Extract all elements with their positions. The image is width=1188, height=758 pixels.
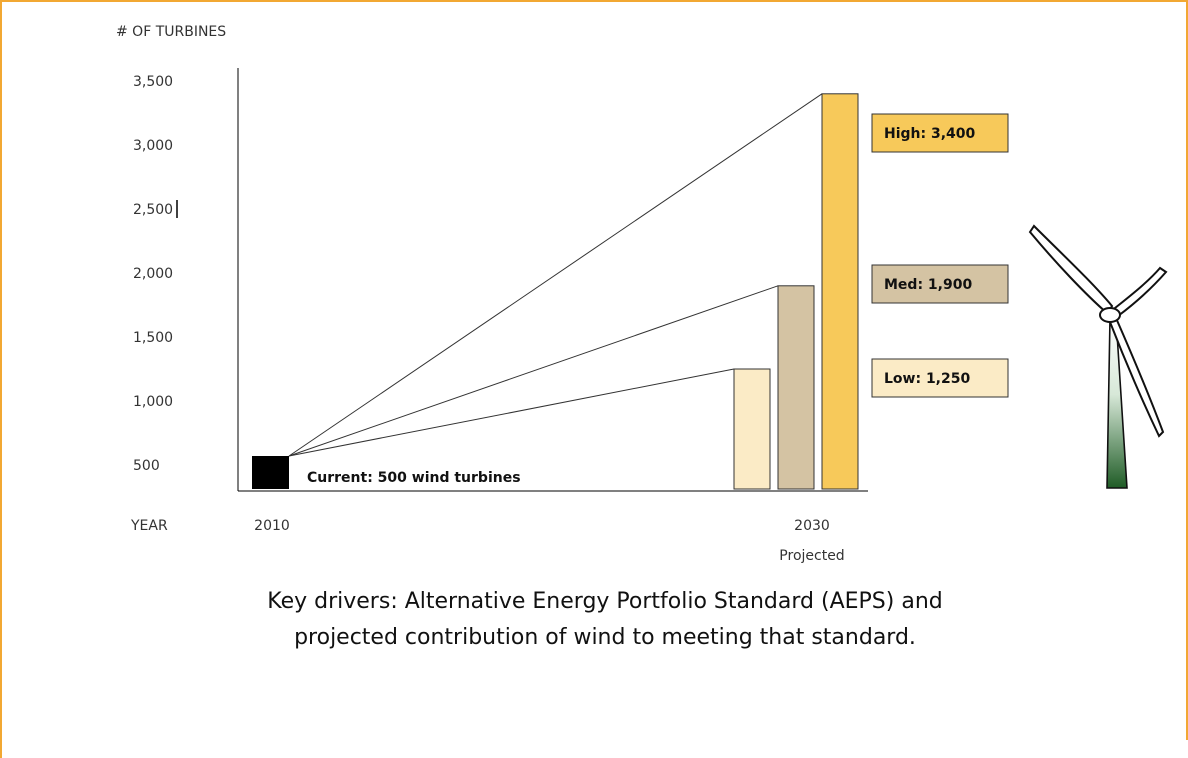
turbine-hub <box>1099 307 1121 323</box>
x-axis-title: YEAR <box>130 518 168 534</box>
x-tick-labels: 2010 2030 Projected <box>254 518 845 564</box>
bar-label-med: Med: 1,900 <box>884 277 972 293</box>
bar-high <box>821 93 859 490</box>
chart-caption: Key drivers: Alternative Energy Portfoli… <box>190 584 1020 656</box>
bar-label-high: High: 3,400 <box>884 126 976 142</box>
connector-low <box>288 368 735 457</box>
bar-med <box>777 285 815 490</box>
y-tick-label: 3,500 <box>133 74 173 90</box>
bar-current <box>252 456 289 489</box>
wind-turbine-icon <box>1028 224 1168 489</box>
label-box-low <box>871 358 1009 398</box>
turbine-blade-right <box>1113 266 1168 318</box>
bar-low <box>733 368 771 490</box>
bar-label-low: Low: 1,250 <box>884 371 970 387</box>
label-box-med <box>871 264 1009 304</box>
turbine-blade-lower <box>1108 316 1165 438</box>
y-tick-label: 500 <box>133 458 160 474</box>
y-tick-label: 3,000 <box>133 138 173 154</box>
y-tick-labels: 3,500 3,000 2,500 2,000 1,500 1,000 500 <box>133 74 178 474</box>
caption-line-2: projected contribution of wind to meetin… <box>294 625 916 650</box>
y-tick-label: 1,000 <box>133 394 173 410</box>
y-tick-label: 2,500 <box>133 202 173 218</box>
bar-label-current: Current: 500 wind turbines <box>307 470 521 486</box>
turbine-blade-upper <box>1028 224 1114 316</box>
x-tick-label: 2010 <box>254 518 290 534</box>
bar-labels: Current: 500 wind turbines Low: 1,250 Med:… <box>307 113 1009 486</box>
y-tick-label: 2,000 <box>133 266 173 282</box>
connector-med <box>288 285 779 457</box>
y-tick-label: 1,500 <box>133 330 173 346</box>
caption-line-1: Key drivers: Alternative Energy Portfoli… <box>267 589 943 614</box>
x-subtick-label: Projected <box>779 548 844 564</box>
connector-high <box>288 93 823 457</box>
y-axis-title: # OF TURBINES <box>116 24 226 40</box>
x-tick-label: 2030 <box>794 518 830 534</box>
frame-right-border <box>1186 0 1188 740</box>
bars <box>252 93 859 490</box>
frame-top-border <box>0 0 1188 2</box>
frame-left-border <box>0 0 2 758</box>
connector-lines <box>288 93 823 457</box>
label-box-high <box>871 113 1009 153</box>
